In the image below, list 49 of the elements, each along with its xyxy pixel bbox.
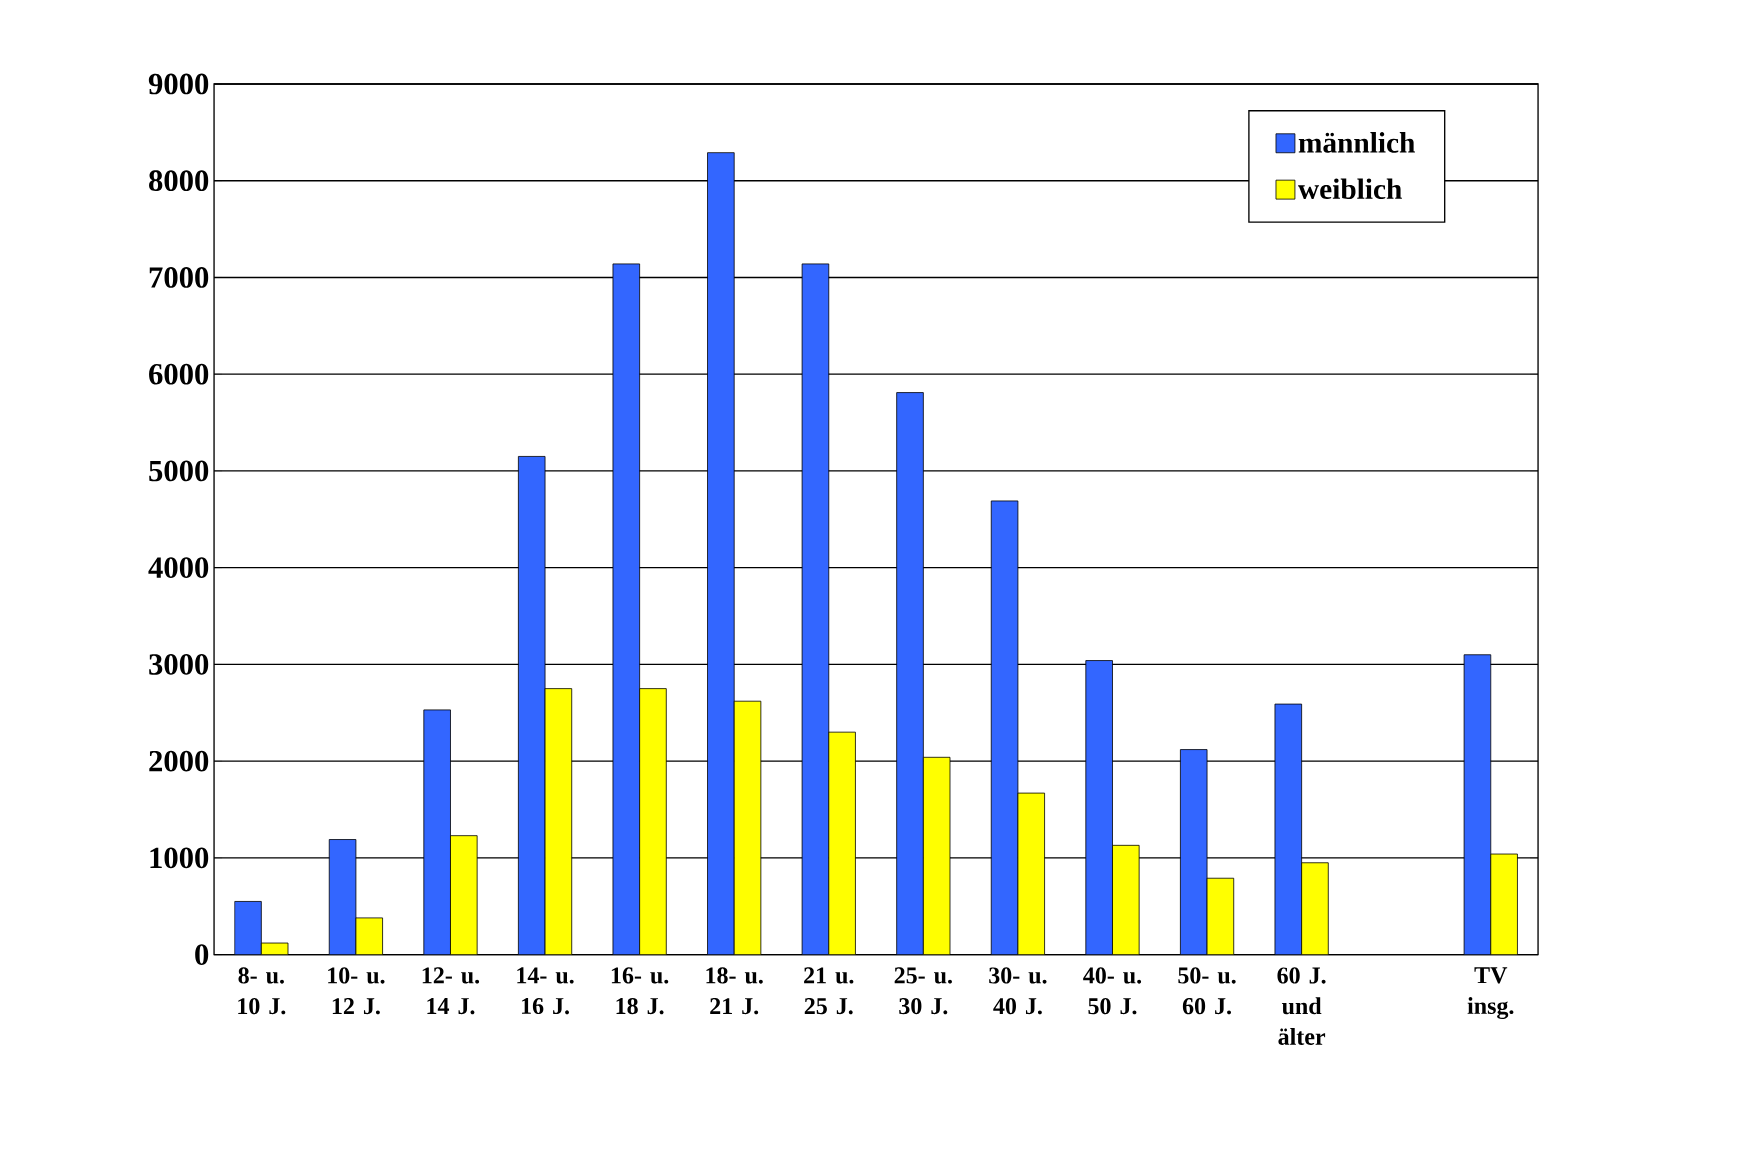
x-tick-label: 12- u. 14 J. — [422, 967, 480, 1015]
y-tick-label: 9000 — [148, 73, 209, 95]
bar — [707, 152, 735, 955]
legend-label: weiblich — [1298, 178, 1402, 200]
y-tick-label: 5000 — [149, 460, 209, 482]
bar — [234, 901, 262, 955]
bar — [639, 688, 667, 955]
bar — [896, 392, 924, 955]
bar — [1017, 792, 1045, 955]
bar — [1463, 654, 1492, 955]
x-tick-label: 40- u. 50 J. — [1083, 967, 1142, 1015]
bar — [1179, 749, 1208, 955]
y-tick-label: 6000 — [149, 363, 209, 385]
x-tick-label: 50- u. 60 J. — [1178, 967, 1236, 1015]
y-tick-label: 1000 — [150, 847, 209, 869]
y-tick-label: 3000 — [149, 654, 209, 675]
bar — [517, 456, 546, 955]
bar — [922, 756, 951, 955]
bar — [1274, 703, 1303, 955]
x-tick-label: 18- u. 21 J. — [706, 967, 763, 1015]
x-tick-label: 30- u. 40 J. — [989, 967, 1047, 1015]
bar — [544, 688, 573, 955]
bar — [612, 263, 641, 955]
bar — [801, 263, 830, 955]
bar — [1490, 853, 1518, 955]
y-tick-label: 4000 — [148, 557, 209, 579]
bar — [733, 700, 762, 955]
bar — [1301, 862, 1329, 955]
bar — [990, 500, 1019, 955]
bar — [1112, 844, 1140, 955]
x-tick-label: 8- u. 10 J. — [238, 967, 286, 1015]
y-tick-label: 7000 — [149, 267, 209, 288]
x-tick-label: 21 u. 25 J. — [804, 967, 854, 1015]
bar — [450, 835, 478, 955]
y-tick-label: 2000 — [149, 750, 209, 772]
x-tick-label: 25- u. 30 J. — [894, 967, 952, 1015]
x-tick-label: 60 J. und älter — [1277, 967, 1326, 1045]
legend-label: männlich — [1298, 132, 1415, 153]
bar — [828, 731, 856, 955]
bar — [1085, 660, 1113, 955]
x-tick-label: 16- u. 18 J. — [611, 967, 669, 1015]
y-tick-label: 0 — [195, 944, 209, 965]
bar — [328, 839, 357, 955]
x-tick-label: 10- u. 12 J. — [328, 967, 385, 1015]
x-tick-label: 14- u. 16 J. — [517, 967, 574, 1015]
bar — [1206, 877, 1235, 955]
x-tick-label: TV insg. — [1467, 967, 1514, 1020]
bar — [423, 709, 451, 955]
y-tick-label: 8000 — [149, 170, 209, 192]
